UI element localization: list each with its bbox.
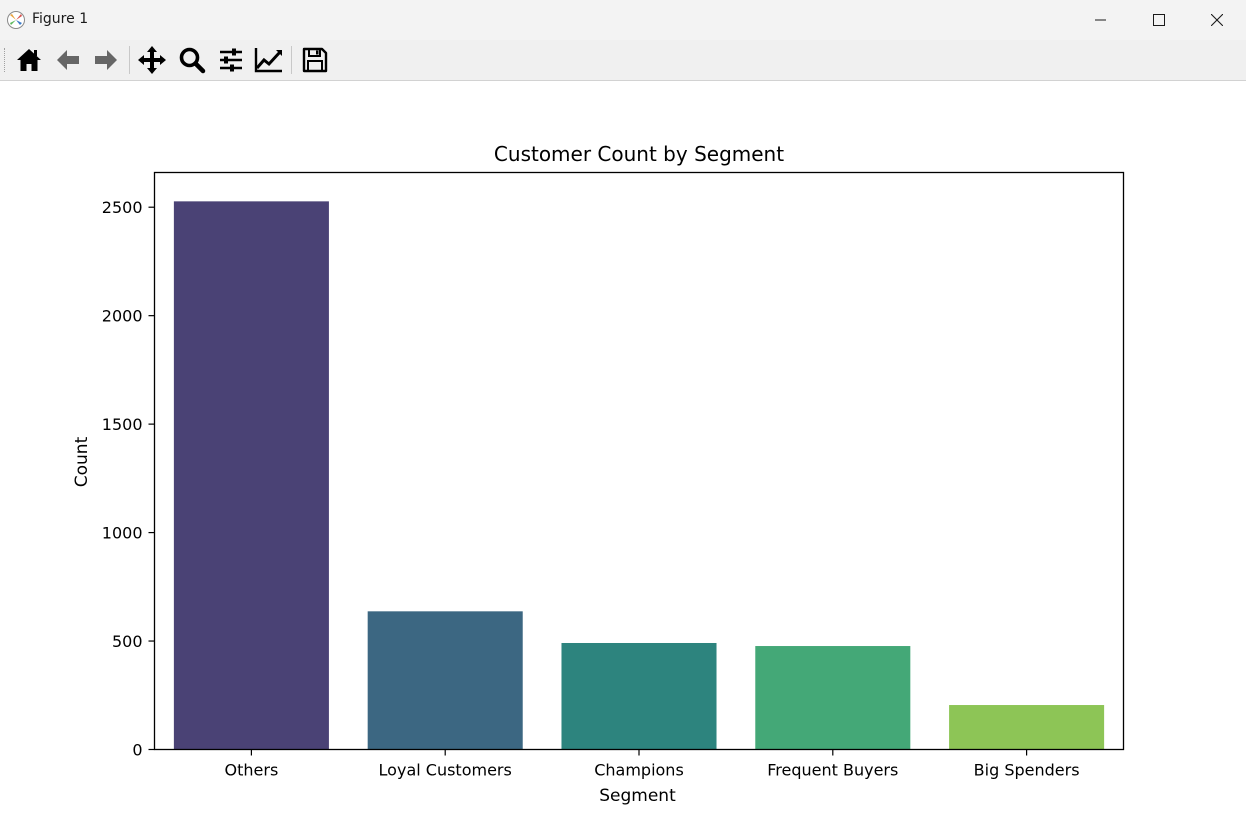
x-axis-ticks: Others Loyal Customers Champions Frequent B… <box>225 749 1080 780</box>
maximize-button[interactable] <box>1130 0 1188 40</box>
configure-subplots-button[interactable] <box>215 44 247 76</box>
x-tick-label: Frequent Buyers <box>767 761 898 780</box>
bar-big-spenders <box>949 705 1105 750</box>
bar-champions <box>561 642 717 750</box>
minimize-icon <box>1095 19 1106 21</box>
x-tick-label: Loyal Customers <box>379 761 512 780</box>
zoom-button[interactable] <box>176 44 208 76</box>
y-tick-label: 500 <box>112 632 143 651</box>
pan-button[interactable] <box>136 44 168 76</box>
back-button[interactable] <box>52 44 84 76</box>
window-titlebar: Figure 1 <box>0 0 1246 40</box>
y-tick-label: 0 <box>132 741 142 760</box>
y-tick-label: 1000 <box>102 524 143 543</box>
y-axis-label: Count <box>72 436 92 487</box>
y-tick-label: 1500 <box>102 415 143 434</box>
x-tick-label: Others <box>225 761 279 780</box>
forward-arrow-icon <box>95 50 117 70</box>
close-button[interactable] <box>1188 0 1246 40</box>
plot-area-frame <box>153 171 1125 751</box>
bar-frequent-buyers <box>755 646 911 750</box>
y-tick-label: 2500 <box>102 198 143 217</box>
navigation-toolbar <box>0 40 1246 81</box>
back-arrow-icon <box>57 50 79 70</box>
home-button[interactable] <box>13 44 45 76</box>
maximize-icon <box>1153 14 1165 26</box>
edit-axes-button[interactable] <box>253 44 285 76</box>
home-icon <box>17 49 41 71</box>
toolbar-separator <box>129 46 130 74</box>
window-title: Figure 1 <box>32 11 89 27</box>
bar-others <box>173 201 329 750</box>
y-axis-ticks: 0 500 1000 1500 2000 2500 <box>102 198 155 760</box>
toolbar-grip <box>4 48 7 72</box>
pan-icon <box>138 46 166 74</box>
bar-loyal-customers <box>367 611 523 750</box>
save-button[interactable] <box>299 44 331 76</box>
edit-axes-icon <box>254 48 282 73</box>
bars-group <box>173 201 1105 750</box>
close-icon <box>1211 14 1223 26</box>
chart-title: Customer Count by Segment <box>494 142 784 166</box>
y-tick-label: 2000 <box>102 307 143 326</box>
figure-canvas: Customer Count by Segment Count Segment … <box>72 142 1125 806</box>
x-tick-label: Big Spenders <box>974 761 1080 780</box>
x-tick-label: Champions <box>594 761 684 780</box>
x-axis-label: Segment <box>599 786 676 806</box>
toolbar-separator <box>291 46 292 74</box>
zoom-icon <box>179 47 206 74</box>
configure-subplots-icon <box>220 48 242 72</box>
minimize-button[interactable] <box>1072 0 1130 40</box>
matplotlib-app-icon <box>6 10 26 30</box>
forward-button[interactable] <box>90 44 122 76</box>
save-icon <box>302 47 328 73</box>
